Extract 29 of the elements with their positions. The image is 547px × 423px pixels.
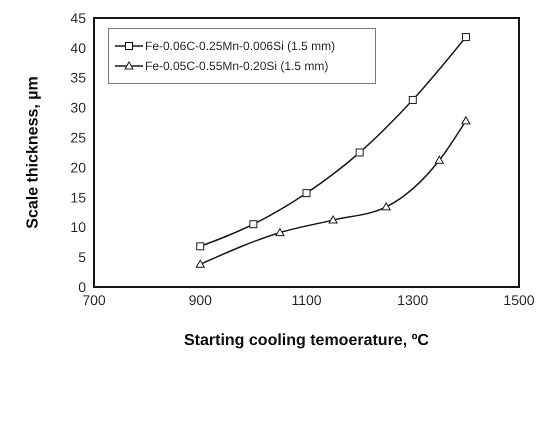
y-tick-label: 5	[78, 249, 86, 266]
y-axis-title: Scale thickness, µm	[24, 76, 42, 229]
point	[275, 228, 284, 236]
point	[196, 242, 204, 250]
point	[249, 220, 258, 228]
point	[461, 116, 470, 124]
y-tick-label: 30	[70, 100, 86, 116]
legend-label: Fe-0.05C-0.55Mn-0.20Si (1.5 mm)	[145, 59, 328, 73]
y-tick-label: 20	[70, 159, 86, 176]
x-tick-label: 1500	[503, 292, 535, 308]
x-tick-label: 1100	[291, 292, 322, 308]
y-tick-label: 15	[70, 189, 86, 206]
y-tick-label: 45	[70, 10, 86, 26]
point	[196, 260, 205, 268]
point	[462, 33, 470, 42]
y-tick-label: 10	[70, 219, 86, 236]
x-axis-title: Starting cooling temoerature, ºC	[184, 332, 430, 349]
legend-label: Fe-0.06C-0.25Mn-0.006Si (1.5 mm)	[145, 39, 336, 53]
y-tick-label: 40	[70, 40, 86, 56]
point	[328, 216, 338, 224]
x-tick-label: 1300	[397, 292, 429, 308]
y-tick-label: 35	[70, 70, 86, 86]
point	[408, 96, 417, 104]
point	[434, 156, 444, 164]
point	[302, 189, 310, 198]
x-tick-label: 900	[188, 292, 212, 308]
point	[382, 202, 391, 210]
point	[356, 148, 364, 156]
y-tick-label: 25	[70, 130, 86, 146]
